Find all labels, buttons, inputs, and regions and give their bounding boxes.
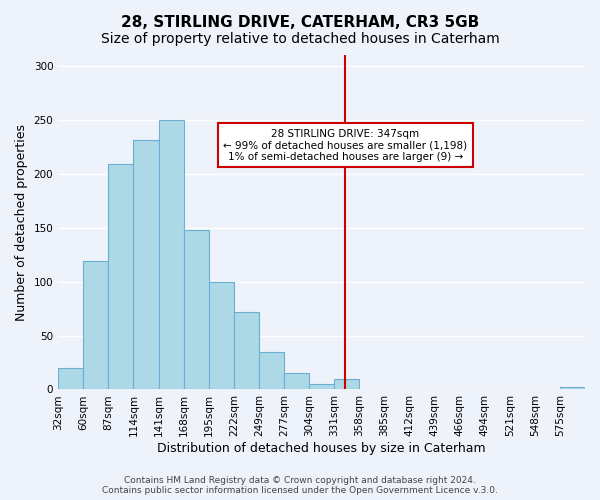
Bar <box>309 384 334 390</box>
Bar <box>560 388 585 390</box>
Bar <box>184 230 209 390</box>
Text: 28, STIRLING DRIVE, CATERHAM, CR3 5GB: 28, STIRLING DRIVE, CATERHAM, CR3 5GB <box>121 15 479 30</box>
Bar <box>234 312 259 390</box>
Bar <box>209 282 234 390</box>
Bar <box>83 261 109 390</box>
Bar <box>284 374 309 390</box>
Text: Contains HM Land Registry data © Crown copyright and database right 2024.
Contai: Contains HM Land Registry data © Crown c… <box>102 476 498 495</box>
Bar <box>133 140 158 390</box>
X-axis label: Distribution of detached houses by size in Caterham: Distribution of detached houses by size … <box>157 442 486 455</box>
Text: 28 STIRLING DRIVE: 347sqm
← 99% of detached houses are smaller (1,198)
1% of sem: 28 STIRLING DRIVE: 347sqm ← 99% of detac… <box>223 128 467 162</box>
Bar <box>158 120 184 390</box>
Bar <box>109 164 133 390</box>
Text: Size of property relative to detached houses in Caterham: Size of property relative to detached ho… <box>101 32 499 46</box>
Bar <box>259 352 284 390</box>
Bar <box>58 368 83 390</box>
Y-axis label: Number of detached properties: Number of detached properties <box>15 124 28 320</box>
Bar <box>334 378 359 390</box>
